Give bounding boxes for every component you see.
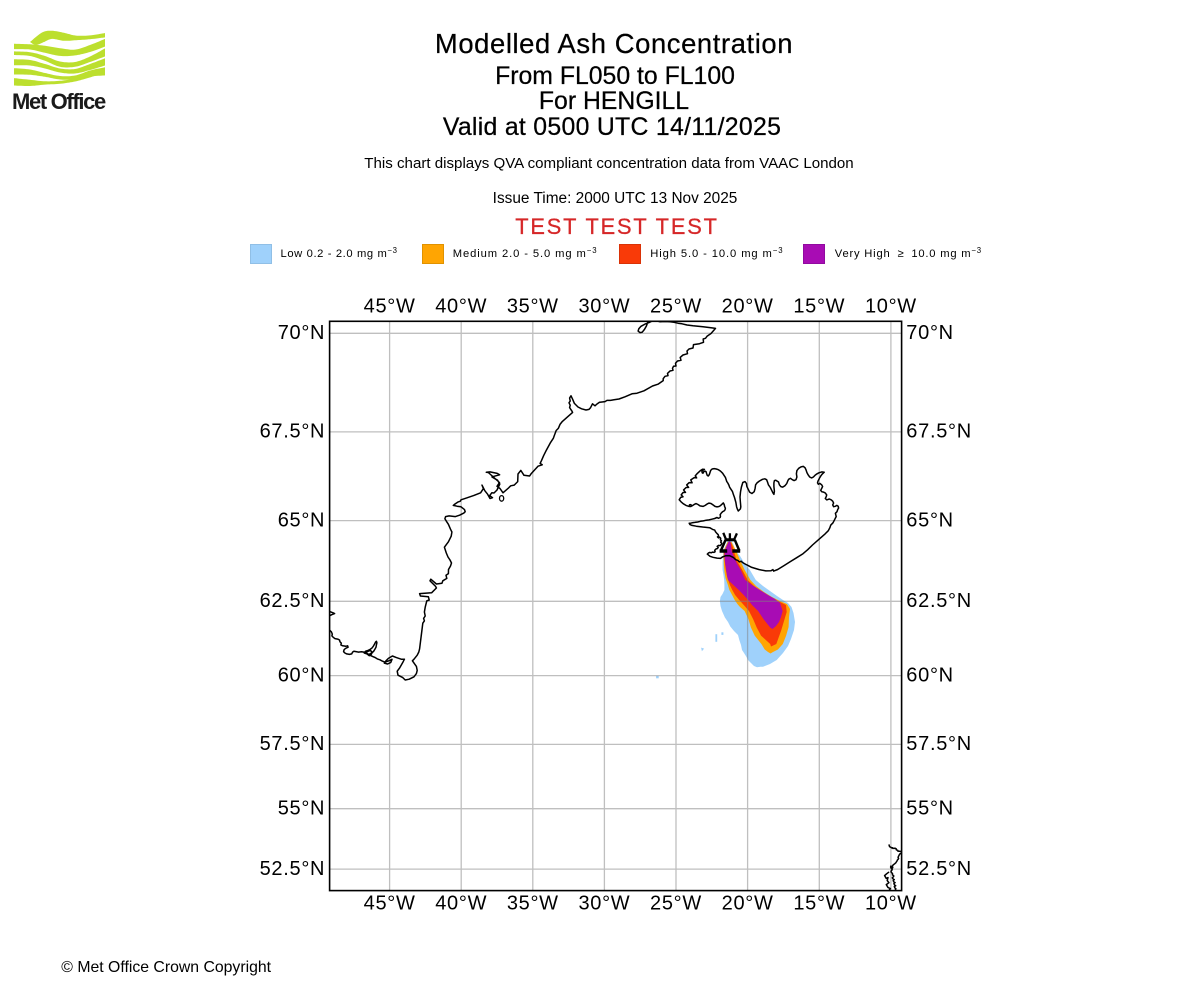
- svg-text:70°N: 70°N: [278, 322, 326, 344]
- svg-text:15°W: 15°W: [793, 296, 845, 318]
- svg-text:57.5°N: 57.5°N: [260, 733, 326, 755]
- svg-text:57.5°N: 57.5°N: [906, 733, 972, 755]
- svg-text:40°W: 40°W: [435, 296, 487, 318]
- svg-text:52.5°N: 52.5°N: [260, 858, 326, 880]
- svg-text:55°N: 55°N: [278, 798, 326, 820]
- svg-text:20°W: 20°W: [722, 296, 774, 318]
- svg-text:35°W: 35°W: [507, 893, 559, 915]
- svg-text:52.5°N: 52.5°N: [906, 858, 972, 880]
- svg-text:67.5°N: 67.5°N: [260, 421, 326, 443]
- svg-text:70°N: 70°N: [906, 322, 954, 344]
- svg-text:30°W: 30°W: [578, 893, 630, 915]
- svg-text:45°W: 45°W: [364, 296, 416, 318]
- svg-text:10°W: 10°W: [865, 893, 917, 915]
- svg-text:20°W: 20°W: [722, 893, 774, 915]
- svg-text:40°W: 40°W: [435, 893, 487, 915]
- svg-text:10°W: 10°W: [865, 296, 917, 318]
- svg-text:67.5°N: 67.5°N: [906, 421, 972, 443]
- svg-text:62.5°N: 62.5°N: [906, 590, 972, 612]
- svg-text:60°N: 60°N: [906, 664, 954, 686]
- svg-text:25°W: 25°W: [650, 893, 702, 915]
- svg-text:60°N: 60°N: [278, 664, 326, 686]
- svg-text:30°W: 30°W: [578, 296, 630, 318]
- svg-text:65°N: 65°N: [906, 509, 954, 531]
- svg-text:15°W: 15°W: [793, 893, 845, 915]
- svg-text:55°N: 55°N: [906, 798, 954, 820]
- svg-text:25°W: 25°W: [650, 296, 702, 318]
- svg-text:65°N: 65°N: [278, 509, 326, 531]
- svg-text:35°W: 35°W: [507, 296, 559, 318]
- svg-text:45°W: 45°W: [364, 893, 416, 915]
- svg-text:62.5°N: 62.5°N: [260, 590, 326, 612]
